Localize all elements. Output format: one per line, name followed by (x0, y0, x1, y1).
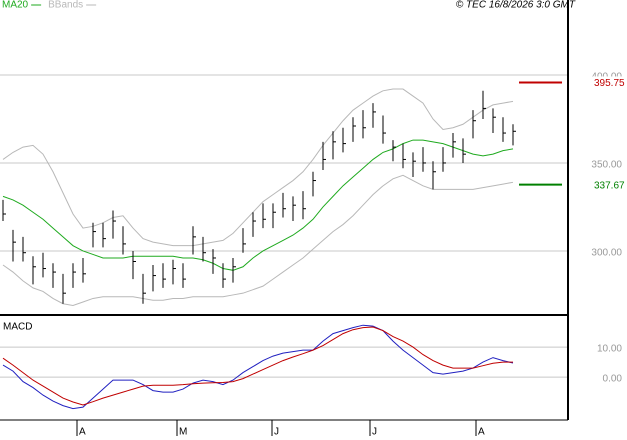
x-tick-label: A (478, 427, 485, 438)
indicator-line (2, 88, 514, 247)
x-tick-label: M (179, 427, 187, 438)
y-tick-label: 350.00 (591, 160, 622, 171)
x-tick-label: J (372, 427, 377, 438)
legend-label: MA20 (2, 0, 29, 11)
x-tick-label: J (274, 427, 279, 438)
macd-title: MACD (3, 322, 32, 333)
indicator-line (2, 139, 514, 271)
level-label-bg (570, 76, 626, 89)
x-tick-label: A (79, 427, 86, 438)
y-tick-label: 10.00 (597, 344, 622, 355)
level-label-bg (570, 178, 626, 191)
level-label: 337.67 (594, 180, 625, 191)
copyright: © TEC 16/8/2026 3:0 GMT (456, 0, 576, 11)
macd-line (2, 324, 514, 410)
y-tick-label: 300.00 (591, 248, 622, 259)
macd-line (2, 326, 513, 406)
legend-label: BBands (48, 0, 83, 11)
level-label: 395.75 (594, 78, 625, 89)
y-tick-label: 0.00 (603, 374, 623, 385)
indicator-line (2, 174, 514, 307)
